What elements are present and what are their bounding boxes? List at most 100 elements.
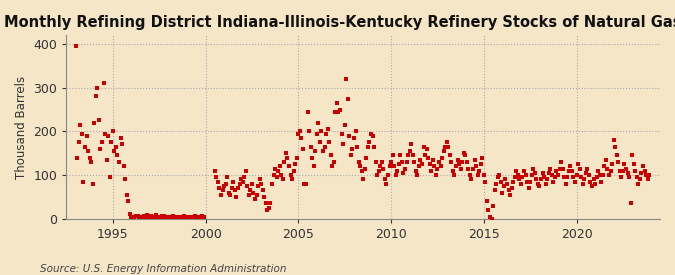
Point (468, 166, 479, 171)
Point (338, 142, 348, 147)
Point (548, 179, 559, 184)
Point (138, 214, 149, 218)
Point (367, 134, 378, 138)
Point (251, 192, 262, 197)
Point (572, 162, 583, 166)
Point (369, 144, 379, 149)
Point (97, 140, 107, 144)
Point (321, 131, 331, 136)
Point (620, 166, 631, 171)
Point (480, 179, 491, 184)
Point (364, 140, 375, 144)
Point (588, 177, 599, 182)
Y-axis label: Thousand Barrels: Thousand Barrels (15, 75, 28, 178)
Point (437, 155, 448, 160)
Point (433, 160, 444, 164)
Point (194, 215, 205, 220)
Point (313, 120, 324, 125)
Point (441, 140, 452, 144)
Point (514, 177, 524, 182)
Point (233, 186, 244, 190)
Point (591, 175, 602, 180)
Point (84, 155, 95, 160)
Point (639, 169, 650, 173)
Point (236, 177, 246, 182)
Point (174, 215, 185, 220)
Point (347, 147, 358, 151)
Point (300, 182, 311, 186)
Point (423, 155, 433, 160)
Point (608, 138, 619, 142)
Point (294, 129, 305, 134)
Point (443, 144, 454, 149)
Point (329, 160, 340, 164)
Point (185, 214, 196, 219)
Point (466, 177, 477, 182)
Point (209, 169, 220, 173)
Point (151, 213, 161, 218)
Point (358, 177, 369, 182)
Point (115, 136, 126, 140)
Point (416, 162, 427, 166)
Point (429, 164, 439, 169)
Point (383, 173, 394, 177)
Point (222, 175, 233, 180)
Point (188, 215, 198, 220)
Point (517, 175, 528, 180)
Point (634, 177, 645, 182)
Point (510, 175, 520, 180)
Point (458, 151, 469, 155)
Point (106, 140, 117, 144)
Point (198, 214, 209, 219)
Point (570, 179, 580, 184)
Point (562, 175, 572, 180)
Point (161, 215, 172, 220)
Point (340, 123, 350, 127)
Point (119, 177, 130, 182)
Point (418, 144, 429, 149)
Point (597, 173, 608, 177)
Point (281, 151, 292, 155)
Point (192, 214, 203, 219)
Point (348, 136, 359, 140)
Point (132, 213, 143, 218)
Point (112, 153, 123, 158)
Point (414, 164, 425, 169)
Point (157, 214, 167, 218)
Point (535, 177, 546, 182)
Point (362, 144, 373, 149)
Point (154, 214, 165, 219)
Point (485, 214, 495, 219)
Point (596, 179, 607, 184)
Point (155, 215, 166, 219)
Point (460, 153, 470, 158)
Point (477, 155, 487, 160)
Point (171, 214, 182, 219)
Point (336, 131, 347, 136)
Point (292, 155, 302, 160)
Point (219, 184, 230, 188)
Point (487, 204, 498, 208)
Point (599, 164, 610, 169)
Point (524, 179, 535, 184)
Point (546, 173, 557, 177)
Point (549, 175, 560, 180)
Point (176, 214, 186, 219)
Point (142, 213, 153, 218)
Point (83, 149, 94, 153)
Point (446, 160, 457, 164)
Point (425, 162, 435, 166)
Point (305, 144, 316, 149)
Point (494, 173, 505, 177)
Point (392, 169, 402, 173)
Point (601, 158, 612, 162)
Point (469, 158, 480, 162)
Point (183, 215, 194, 220)
Point (479, 173, 489, 177)
Point (551, 169, 562, 173)
Point (542, 177, 553, 182)
Point (631, 175, 642, 180)
Point (406, 142, 416, 147)
Point (250, 197, 261, 201)
Point (505, 192, 516, 197)
